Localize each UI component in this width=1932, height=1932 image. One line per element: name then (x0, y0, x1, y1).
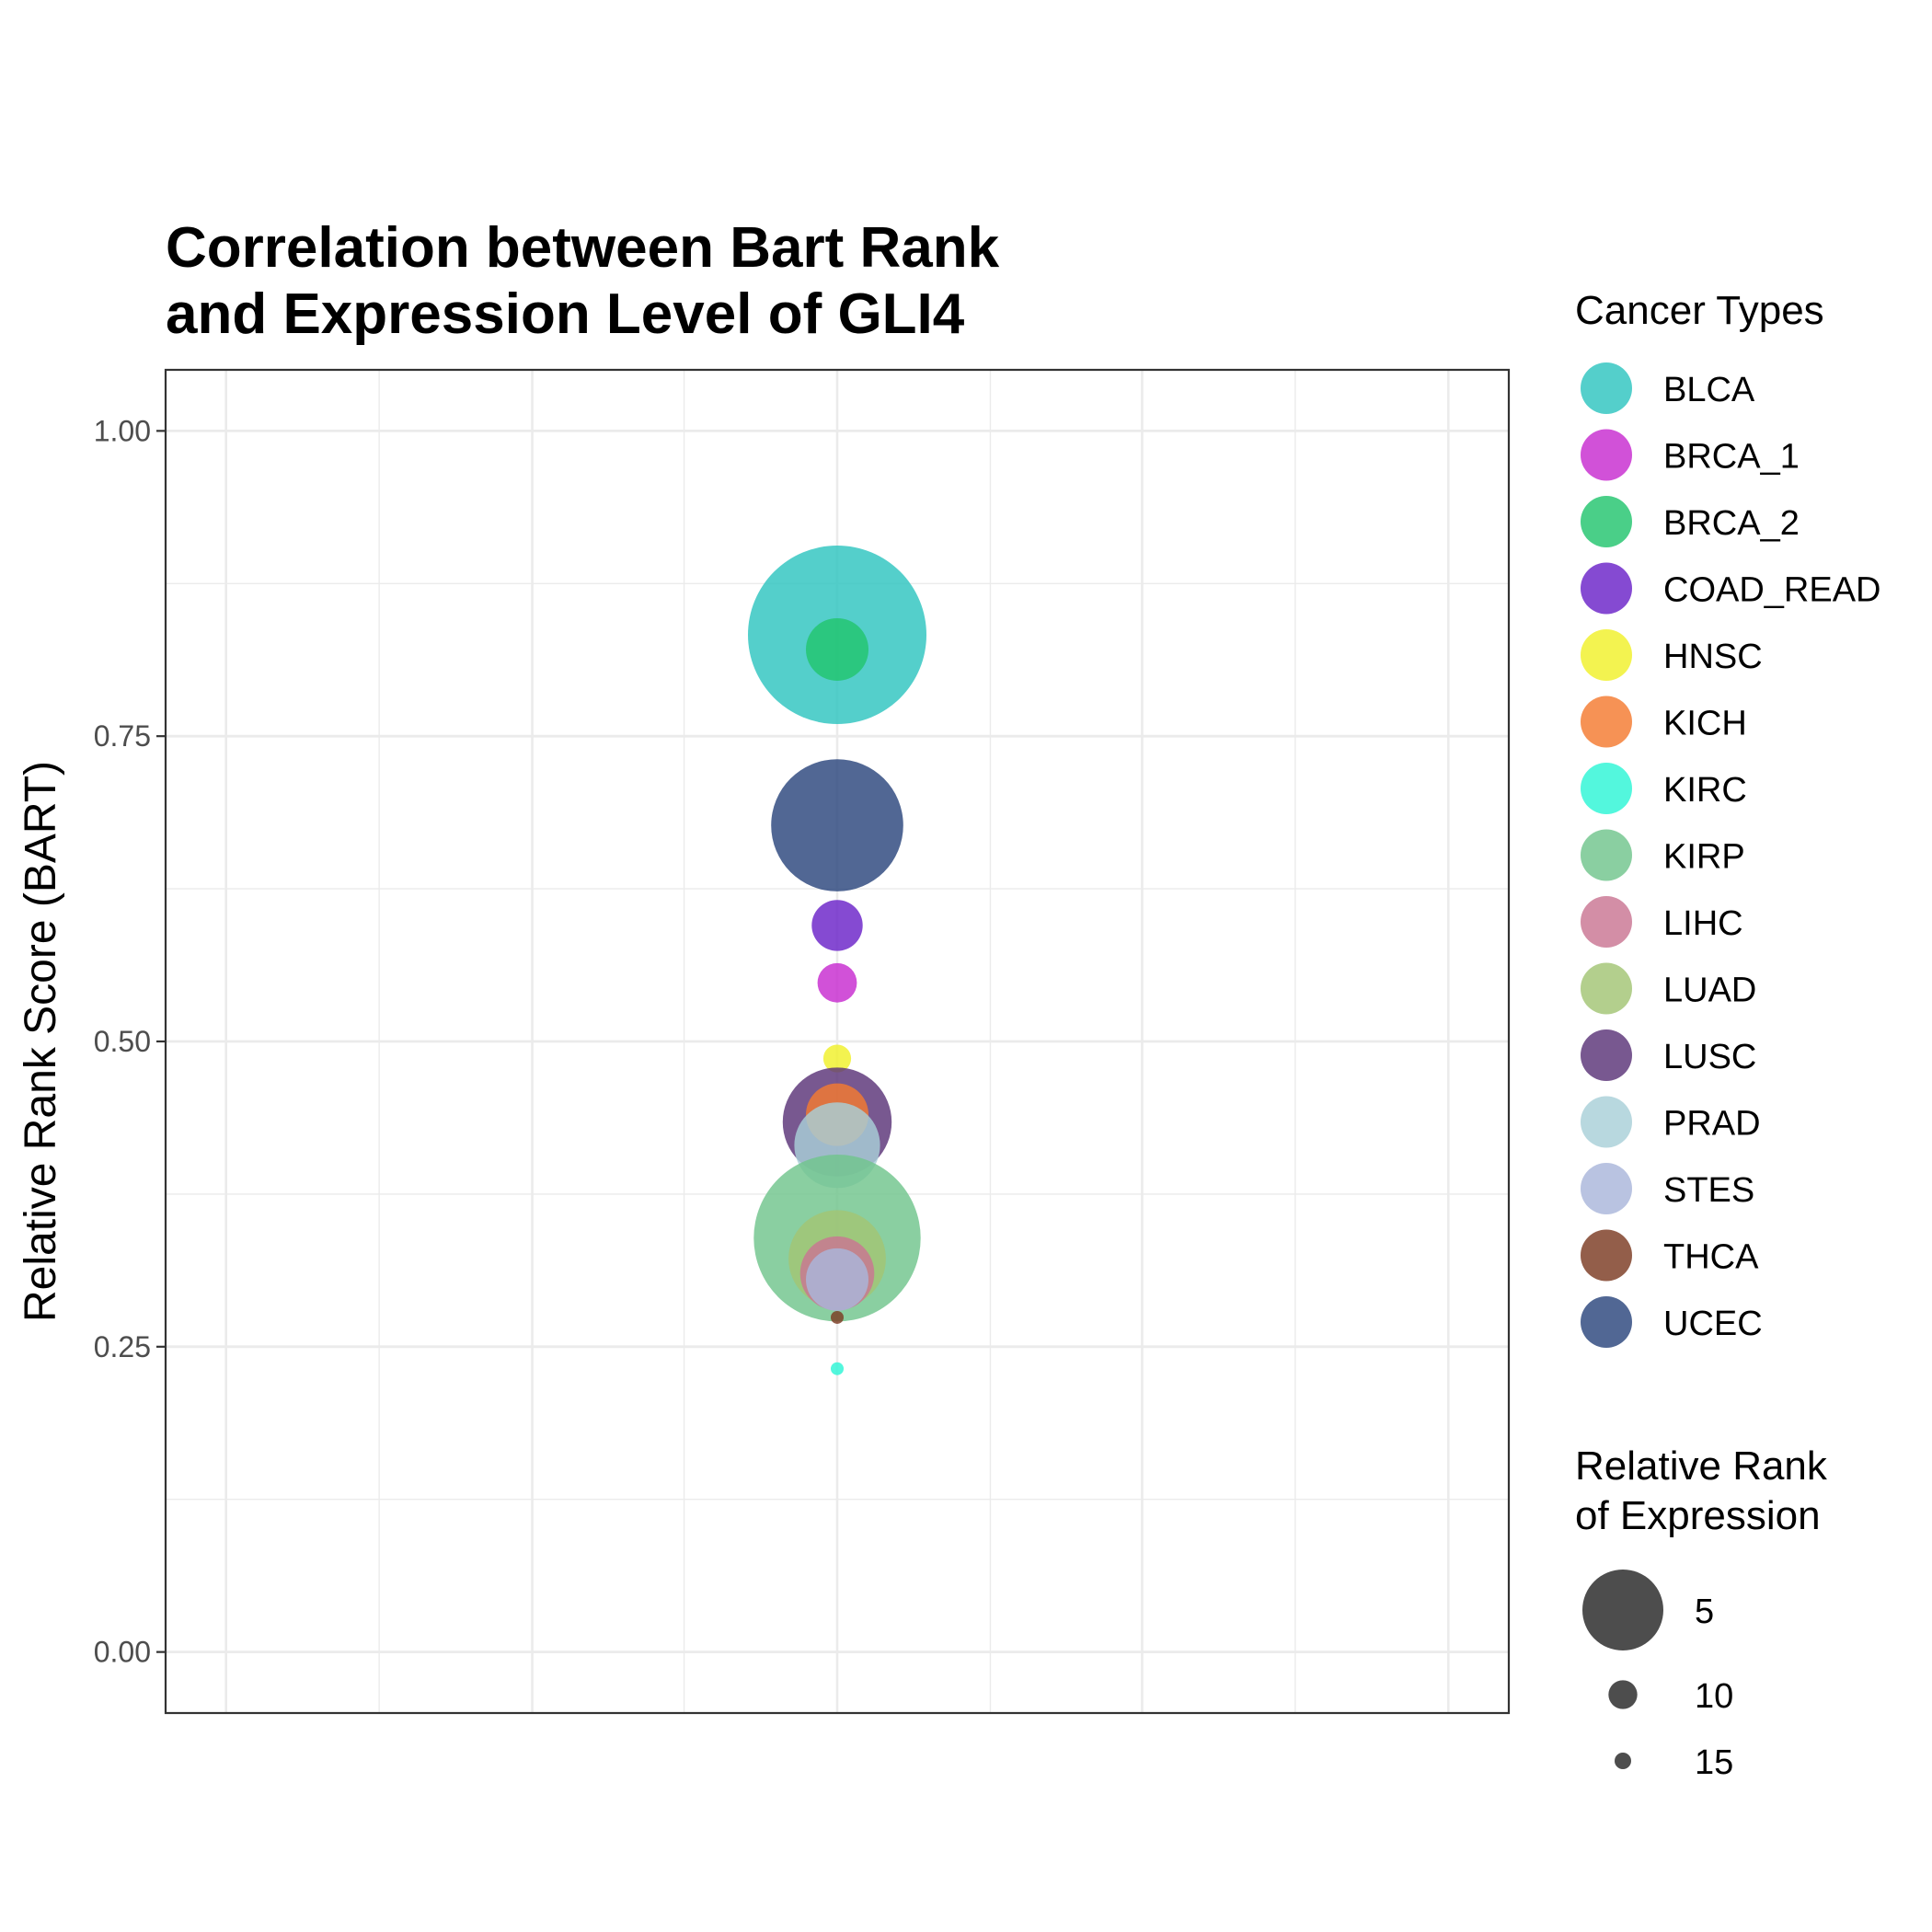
point-stes (806, 1248, 868, 1311)
legend-item-coad-read: COAD_READ (1581, 562, 1881, 615)
size-legend-title-line-2: of Expression (1575, 1493, 1821, 1538)
legend-item-ucec: UCEC (1581, 1296, 1763, 1348)
legend-item-hnsc: HNSC (1581, 629, 1763, 681)
legend-label: PRAD (1663, 1105, 1761, 1144)
size-legend-swatch (1615, 1753, 1631, 1769)
point-brca-2 (806, 617, 868, 681)
color-legend: BLCA BRCA_1 BRCA_2 COAD_READ HNSC KICH KIRC KIR… (1581, 362, 1881, 1348)
legend-item-kirc: KIRC (1581, 763, 1747, 814)
size-legend-item-5: 5 (1582, 1570, 1714, 1650)
legend-label: COAD_READ (1663, 571, 1881, 610)
y-tick-label: 1.00 (94, 414, 151, 447)
legend-item-kich: KICH (1581, 696, 1747, 748)
legend-swatch (1581, 962, 1632, 1015)
size-legend-item-10: 10 (1608, 1677, 1733, 1716)
size-legend-swatch (1608, 1680, 1638, 1709)
size-legend-title-line-1: Relative Rank (1575, 1443, 1828, 1489)
legend-item-brca-2: BRCA_2 (1581, 496, 1800, 547)
legend-label: LUAD (1663, 972, 1756, 1010)
legend-swatch (1581, 629, 1632, 681)
y-axis: 0.00 0.25 0.50 0.75 1.00 (94, 414, 166, 1669)
legend-swatch (1581, 1163, 1632, 1214)
legend-item-brca-1: BRCA_1 (1581, 429, 1800, 481)
legend-item-stes: STES (1581, 1163, 1754, 1214)
legend-swatch (1581, 562, 1632, 615)
legend-swatch (1581, 696, 1632, 748)
legend-swatch (1581, 896, 1632, 948)
legend-swatch (1581, 829, 1632, 881)
legend-swatch (1581, 496, 1632, 547)
legend-item-lusc: LUSC (1581, 1029, 1756, 1081)
y-axis-label: Relative Rank Score (BART) (17, 761, 65, 1322)
legend-item-blca: BLCA (1581, 362, 1755, 414)
legend-label: LIHC (1663, 904, 1743, 943)
point-ucec (771, 759, 903, 891)
point-kirc (831, 1362, 844, 1375)
point-hnsc (822, 1044, 852, 1073)
legend-item-thca: THCA (1581, 1229, 1759, 1282)
legend-swatch (1581, 429, 1632, 481)
size-legend-item-15: 15 (1615, 1743, 1733, 1782)
legend-label: KIRP (1663, 838, 1745, 877)
legend-item-kirp: KIRP (1581, 829, 1745, 881)
legend-item-lihc: LIHC (1581, 896, 1743, 948)
legend-swatch (1581, 362, 1632, 414)
y-tick-label: 0.75 (94, 719, 151, 753)
legend-swatch (1581, 1029, 1632, 1081)
size-legend-swatch (1582, 1570, 1663, 1650)
legend-item-luad: LUAD (1581, 962, 1756, 1015)
legend-label: KICH (1663, 705, 1747, 743)
plot-panel (164, 368, 1511, 1715)
point-brca-1 (817, 962, 857, 1003)
chart-title-line-1: Correlation between Bart Rank (166, 216, 1000, 280)
size-legend: 5 10 15 (1582, 1570, 1733, 1782)
data-points (748, 546, 926, 1375)
legend-item-prad: PRAD (1581, 1096, 1761, 1148)
legend-label: UCEC (1663, 1305, 1763, 1343)
legend-swatch (1581, 1096, 1632, 1148)
legend-label: LUSC (1663, 1038, 1756, 1076)
y-tick-label: 0.25 (94, 1330, 151, 1363)
y-tick-label: 0.50 (94, 1025, 151, 1058)
color-legend-title: Cancer Types (1575, 288, 1824, 333)
legend-label: BRCA_1 (1663, 438, 1800, 477)
legend-label: THCA (1663, 1238, 1759, 1277)
legend-swatch (1581, 1229, 1632, 1282)
size-legend-label: 5 (1695, 1593, 1714, 1631)
y-tick-label: 0.00 (94, 1636, 151, 1669)
legend-swatch (1581, 1296, 1632, 1348)
legend-label: BRCA_2 (1663, 504, 1800, 543)
legend-label: HNSC (1663, 638, 1763, 676)
legend-label: BLCA (1663, 371, 1755, 409)
legend-label: STES (1663, 1171, 1754, 1210)
legend-label: KIRC (1663, 771, 1747, 810)
point-thca (831, 1310, 844, 1324)
point-coad-read (811, 900, 863, 951)
chart-title-line-2: and Expression Level of GLI4 (166, 282, 965, 346)
size-legend-label: 15 (1695, 1743, 1733, 1782)
legend-swatch (1581, 763, 1632, 814)
size-legend-label: 10 (1695, 1677, 1733, 1716)
